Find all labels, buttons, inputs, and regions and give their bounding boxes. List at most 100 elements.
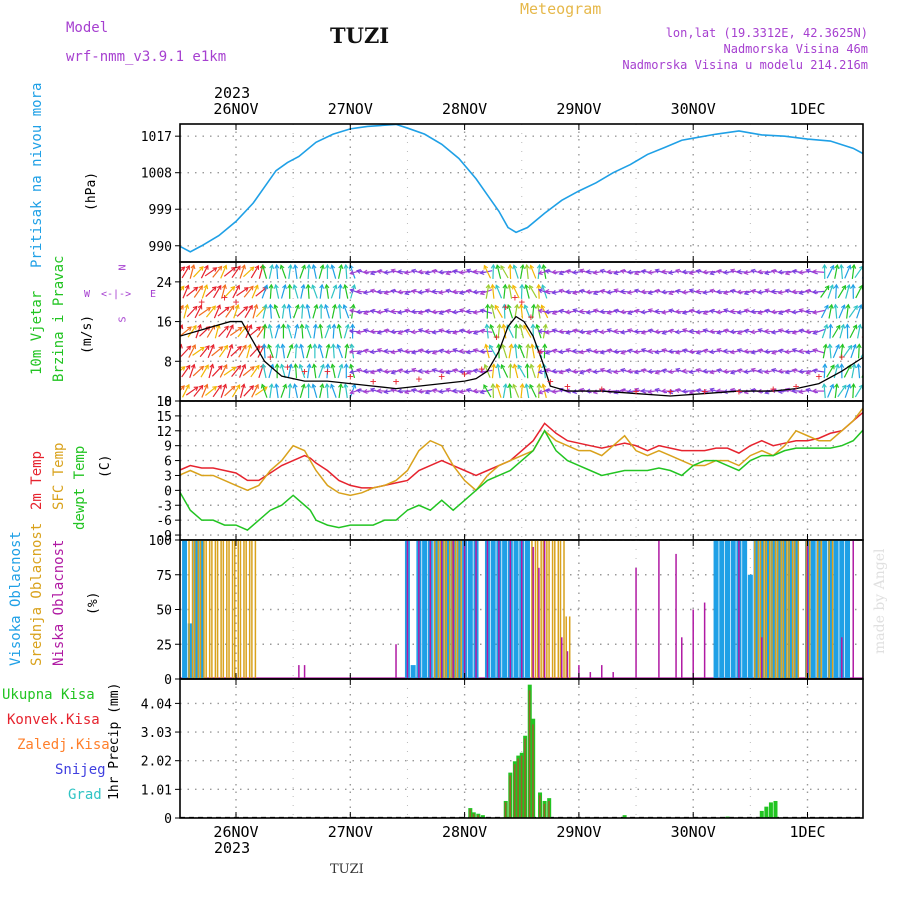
wind-barb-head: [268, 303, 274, 309]
cloud-mid-bar: [234, 540, 236, 679]
wind-barb-head: [613, 369, 619, 375]
wind-barb-head: [709, 369, 715, 375]
wind-barb-head: [619, 309, 625, 315]
wind-barb-head: [268, 383, 274, 389]
wind-barb-head: [571, 269, 577, 275]
wind-barb-head: [445, 270, 451, 276]
cloud-mid-bar: [820, 540, 822, 679]
wind-barb-head: [551, 348, 557, 354]
cloud-high-bar: [730, 540, 736, 679]
wind-barb: [307, 284, 310, 299]
wind-barb: [243, 385, 254, 397]
wind-barb: [281, 344, 286, 359]
wind-barb: [223, 366, 236, 376]
wind-barb-head: [491, 363, 497, 369]
wind-barb-head: [667, 369, 673, 375]
wind-barb: [870, 364, 872, 378]
cloud-mid-bar: [780, 540, 782, 679]
wind-barb-head: [490, 263, 496, 269]
wind-barb-head: [798, 368, 804, 374]
wind-barb-head: [343, 383, 349, 389]
wind-barb-head: [260, 383, 266, 389]
gust-mark: +: [512, 291, 519, 304]
ytick-label: 1017: [141, 130, 172, 145]
gust-mark: +: [284, 360, 291, 373]
wind-barb-head: [736, 269, 742, 275]
wind-barb-head: [262, 323, 268, 329]
wind-barb-head: [286, 323, 292, 329]
wind-barb-head: [791, 309, 797, 315]
wind-barb-head: [647, 389, 653, 395]
cloud-low-bar: [761, 637, 763, 679]
wind-barb-head: [585, 348, 591, 354]
wind-barb-head: [513, 323, 519, 329]
wind-barb-head: [292, 263, 298, 269]
wind-barb: [224, 286, 235, 298]
wind-barb-head: [390, 349, 396, 355]
wind-barb-head: [558, 369, 564, 375]
lonlat-text: lon,lat (19.3312E, 42.3625N): [665, 26, 868, 40]
wind-barb-head: [823, 323, 829, 329]
wind-barb: [331, 304, 336, 319]
wind-barb: [820, 285, 830, 298]
wind-barb-head: [306, 263, 312, 269]
wind-barb: [350, 364, 356, 379]
wind-barb-head: [564, 289, 570, 295]
wind-barb: [519, 264, 524, 279]
wind-barb: [313, 324, 317, 339]
wind-barb-head: [355, 388, 361, 394]
wind-barb-head: [332, 284, 338, 290]
wind-barb-head: [465, 268, 471, 274]
gust-mark: +: [564, 380, 571, 393]
wind-barb-head: [180, 324, 184, 330]
wind-barb-head: [282, 383, 288, 389]
wind-barb: [301, 324, 304, 339]
wind-barb: [655, 330, 668, 333]
cloud-mid-bar: [765, 540, 767, 679]
cloud-high-bar: [753, 540, 759, 679]
wind-barb-head: [209, 363, 215, 369]
wind-barb: [607, 349, 620, 354]
wind-barb: [473, 290, 486, 293]
wind-barb-head: [332, 303, 338, 309]
wind-barb-head: [688, 369, 694, 375]
wind-barb: [351, 304, 355, 319]
wind-barb: [517, 364, 526, 378]
cloud-mid-bar: [774, 540, 777, 679]
top-day-label: 27NOV: [328, 100, 373, 118]
wind-barb: [854, 384, 863, 398]
wind-barb: [232, 285, 240, 299]
wind-barb: [480, 388, 493, 394]
cloud-mid-bar: [231, 540, 234, 679]
wind-barb: [508, 284, 513, 299]
wind-barb: [491, 364, 495, 379]
wind-barb-head: [192, 324, 197, 330]
wind-barb: [300, 284, 305, 299]
wind-barb-head: [424, 389, 430, 395]
wind-barb-head: [355, 309, 361, 315]
wind-barb: [187, 325, 197, 338]
wind-barb-head: [355, 289, 361, 295]
wind-barb-head: [681, 348, 687, 354]
wind-barb-head: [508, 343, 514, 349]
wind-barb: [280, 284, 286, 299]
cloud-low-bar: [406, 540, 409, 679]
wind-barb-head: [661, 289, 666, 295]
wind-barb-head: [675, 367, 681, 373]
wind-barb-head: [236, 364, 242, 370]
wind-barb-head: [770, 388, 776, 394]
model-elevation-text: Nadmorska Visina u modelu 214.216m: [622, 58, 868, 72]
wind-barb: [869, 345, 873, 359]
gust-mark: +: [244, 321, 251, 334]
wind-barb-head: [410, 387, 416, 393]
cloud-mid-bar: [551, 540, 554, 679]
wind-barb-head: [479, 290, 485, 296]
wind-barb-head: [729, 349, 735, 355]
wind-barb-head: [230, 285, 236, 291]
wind-barb-head: [764, 369, 770, 375]
wind-barb-head: [249, 266, 255, 272]
wind-barb-head: [551, 368, 557, 374]
wind-barb: [231, 365, 241, 378]
cloud-mid-bar: [445, 540, 447, 679]
wind-barb-head: [519, 263, 525, 269]
